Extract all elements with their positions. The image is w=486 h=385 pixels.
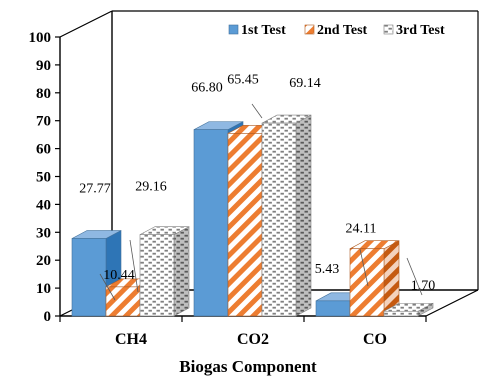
bar-side-face [173,226,190,317]
bar-front-face [193,129,229,317]
bar-front-face [349,248,385,317]
x-category-label: CO2 [237,331,269,348]
data-label: 65.45 [227,72,259,87]
bar [349,240,400,317]
label-leader-line [406,257,423,296]
data-label: 69.14 [289,76,321,91]
bar [383,302,434,317]
data-label: 5.43 [315,262,340,277]
legend-item: 3rd Test [383,23,445,38]
legend-label: 3rd Test [396,23,445,38]
legend-swatch [228,24,239,35]
legend-item: 1st Test [228,23,286,38]
data-label: 27.77 [79,182,111,197]
floor-right-edge [425,289,479,317]
data-label: 1.70 [411,278,436,293]
x-category-label: CO [363,331,387,348]
y-tick-label: 90 [36,58,51,74]
x-axis-title: Biogas Component [179,357,317,376]
legend-swatch [383,24,394,35]
legend-item: 2nd Test [304,23,368,38]
bar-side-face [295,114,312,317]
y-tick-label: 10 [36,281,51,297]
y-tick-label: 100 [29,30,52,46]
y-tick-label: 20 [36,253,51,269]
bar-front-face [315,300,351,317]
x-category-label: CH4 [115,331,147,348]
y-tick-label: 60 [36,142,51,158]
bar-front-face [227,133,263,317]
label-leader-line [359,248,369,287]
label-leader-line [129,239,139,293]
y-tick-label: 30 [36,225,51,241]
data-label: 66.80 [191,81,223,96]
y-tick-label: 40 [36,197,51,213]
bar-front-face [139,234,175,317]
data-label: 24.11 [346,222,377,237]
y-tick-label: 80 [36,86,51,102]
bar-front-face [383,310,419,317]
legend-swatch [304,24,315,35]
y-tick-label: 70 [36,114,51,130]
legend-label: 1st Test [241,23,286,38]
bar-front-face [105,286,141,317]
bar [261,114,312,317]
label-leader-line [99,273,116,301]
side-wall-top-edge [59,10,113,38]
bar [139,226,190,317]
bar-front-face [71,238,107,317]
y-tick-label: 0 [44,309,52,325]
data-label: 10.44 [103,268,135,283]
data-label: 29.16 [135,180,167,195]
bar-front-face [261,122,297,317]
y-tick-label: 50 [36,170,51,186]
legend-label: 2nd Test [317,23,368,38]
label-leader-line [251,103,263,119]
